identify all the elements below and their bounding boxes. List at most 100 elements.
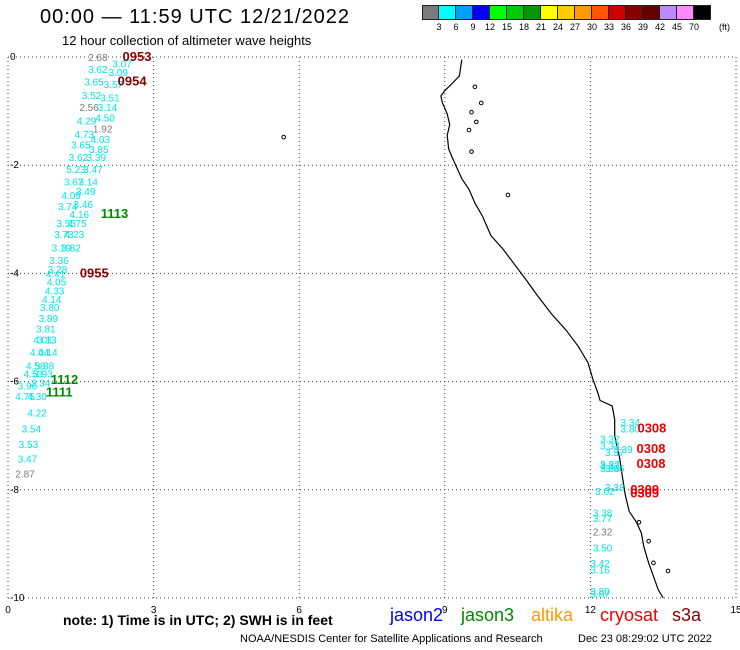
footer-credit: NOAA/NESDIS Center for Satellite Applica… xyxy=(240,633,543,645)
color-scale-label: 3 xyxy=(436,22,442,32)
color-scale-swatch xyxy=(541,5,558,20)
color-scale-swatch xyxy=(694,5,711,20)
map-grid xyxy=(7,56,737,599)
page-subtitle: 12 hour collection of altimeter wave hei… xyxy=(62,33,312,48)
wave-height-label: 3.46 xyxy=(74,200,94,211)
wave-height-label: 3.51 xyxy=(100,94,120,105)
wave-height-label: 3.09 xyxy=(108,68,128,79)
legend-item-altika: altika xyxy=(531,605,574,625)
wave-height-label: 3.28 xyxy=(48,265,68,276)
wave-height-label: 3.38 xyxy=(35,361,55,372)
wave-height-label: 3.87 xyxy=(590,590,610,601)
pass-time-label: 0309 xyxy=(630,486,659,501)
wave-height-label: 3.62 xyxy=(69,153,89,164)
wave-height-label: 4.03 xyxy=(91,135,111,146)
color-scale-label: 9 xyxy=(470,22,476,32)
wave-height-label: 3.66 xyxy=(605,464,625,475)
wave-height-label: 3.14 xyxy=(78,177,98,188)
wave-height-label: 3.13 xyxy=(37,335,57,346)
x-tick-label: 6 xyxy=(296,605,302,616)
wave-height-label: 4.30 xyxy=(27,392,47,403)
island xyxy=(478,100,484,106)
wave-height-label: 3.32 xyxy=(600,434,620,445)
wave-height-label: 3.42 xyxy=(590,559,610,570)
wave-height-label: 3.50 xyxy=(593,544,613,555)
pass-time-label: 0309 xyxy=(630,482,659,497)
color-scale-swatch xyxy=(677,5,694,20)
wave-height-label: 3.32 xyxy=(600,461,620,472)
color-scale-label: 39 xyxy=(637,22,648,32)
wave-height-label: 4.16 xyxy=(70,210,90,221)
wave-height-label: 3.80 xyxy=(590,587,610,598)
color-scale-label: 12 xyxy=(484,22,495,32)
wave-height-label: 4.58 xyxy=(26,361,46,372)
wave-height-label: 1.92 xyxy=(93,124,113,135)
wave-height-label: 4.22 xyxy=(27,408,47,419)
island xyxy=(469,149,474,154)
wave-height-label: 3.55 xyxy=(57,219,77,230)
footer-timestamp: Dec 23 08:29:02 UTC 2022 xyxy=(578,633,712,645)
wave-height-label: 2.56 xyxy=(79,103,99,114)
wave-height-label: 2.87 xyxy=(15,470,35,481)
color-scale-swatch xyxy=(507,5,524,20)
color-scale-swatch xyxy=(643,5,660,20)
island xyxy=(636,519,642,525)
wave-height-label: 3.53 xyxy=(19,440,39,451)
color-scale-swatch xyxy=(660,5,677,20)
color-scale-bar xyxy=(422,5,711,20)
wave-height-label: 3.39 xyxy=(87,153,107,164)
legend-item-s3a: s3a xyxy=(672,605,702,625)
legend-item-cryosat: cryosat xyxy=(600,605,659,625)
wave-height-label: 3.81 xyxy=(36,325,56,336)
wave-height-label: 4.33 xyxy=(45,287,65,298)
wave-height-label: 3.96 xyxy=(18,381,38,392)
x-tick-label: 0 xyxy=(5,605,11,616)
x-tick-label: 3 xyxy=(151,605,157,616)
wave-height-label: 4.50 xyxy=(95,114,115,125)
color-scale-swatch xyxy=(575,5,592,20)
wave-height-label: 2.68 xyxy=(88,53,108,64)
color-scale-label: 45 xyxy=(671,22,682,32)
y-tick-label: -2 xyxy=(10,160,19,171)
pass-time-label: 1111 xyxy=(46,384,73,399)
color-scale-label: 33 xyxy=(603,22,614,32)
wave-height-label: 4.75 xyxy=(67,219,87,230)
wave-height-label: 4.53 xyxy=(24,369,44,380)
wave-height-label: 3.07 xyxy=(112,59,132,70)
wave-height-label: 2.32 xyxy=(593,527,613,538)
color-scale-label: 42 xyxy=(654,22,665,32)
island xyxy=(472,84,478,90)
wave-height-label: 3.47 xyxy=(18,454,38,465)
wave-height-label: 3.65 xyxy=(84,77,104,88)
wave-height-label: 3.57 xyxy=(104,80,124,91)
x-tick-label: 12 xyxy=(585,605,597,616)
wave-height-label: 4.75 xyxy=(15,392,35,403)
color-scale-label: 70 xyxy=(688,22,699,32)
observation-labels: 2.683.073.62 3.093.65 3.573.523.512.563.14… xyxy=(15,49,666,601)
wave-height-label: 3.52 xyxy=(82,91,102,102)
wave-height-label: 3.74 xyxy=(58,202,78,213)
wave-height-label: 4.04 xyxy=(30,348,50,359)
color-scale-labels: 3 6 9 12 15 18 21 24 27 30 33 36 39 42 45 70 xyxy=(422,22,740,34)
wave-height-label: 3.38 xyxy=(593,509,613,520)
wave-height-label: 3.62 xyxy=(88,65,108,76)
wave-height-label: 3.39 xyxy=(613,445,633,456)
color-scale-swatch xyxy=(473,5,490,20)
wave-height-label: 3.38 xyxy=(605,483,625,494)
pass-time-label: 0308 xyxy=(637,441,666,456)
wave-height-label: 3.37 xyxy=(600,460,620,471)
color-scale-label: 27 xyxy=(569,22,580,32)
wave-height-label: 3.67 xyxy=(64,177,84,188)
island xyxy=(505,192,511,198)
x-tick-label: 15 xyxy=(730,605,740,616)
wave-height-label: 4.73 xyxy=(74,130,94,141)
y-tick-label: 0 xyxy=(10,52,16,63)
wave-height-label: 3.82 xyxy=(61,243,81,254)
pass-time-label: 0955 xyxy=(80,265,109,280)
wave-height-label: 3.36 xyxy=(49,256,69,267)
legend-item-jason2: jason2 xyxy=(390,605,444,625)
island xyxy=(646,538,651,544)
wave-height-label: 3.14 xyxy=(98,103,118,114)
coastline xyxy=(440,59,664,599)
wave-height-label: 3.19 xyxy=(52,243,72,254)
